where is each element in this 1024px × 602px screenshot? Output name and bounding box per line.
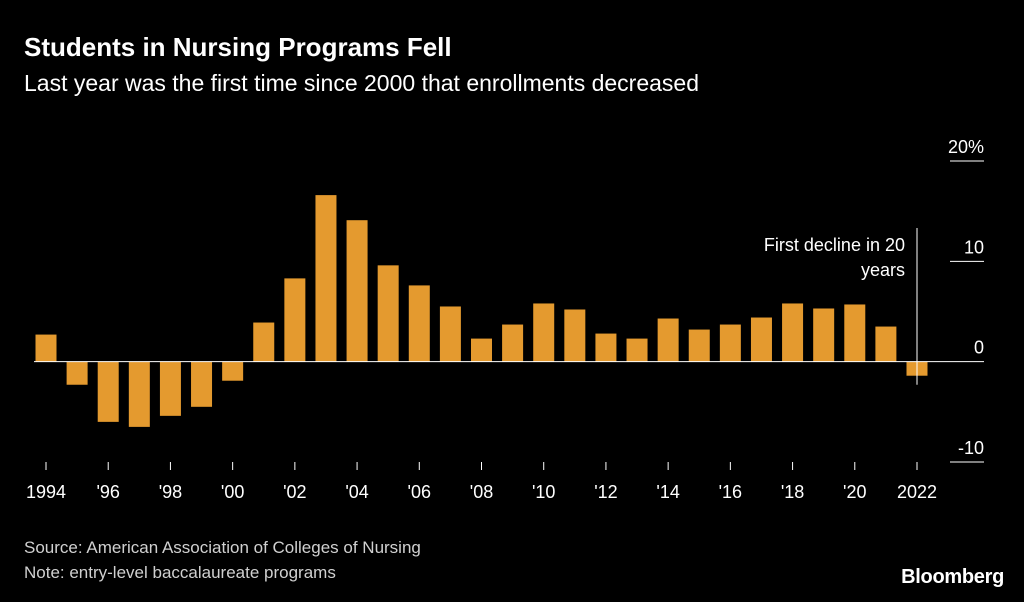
bar-2009 xyxy=(502,324,524,362)
y-tick-label: 0 xyxy=(974,338,984,358)
bar-2003 xyxy=(315,195,337,362)
bar-2006 xyxy=(408,285,430,362)
y-tick-label: 10 xyxy=(964,237,984,257)
y-tick-label: 20% xyxy=(948,137,984,157)
bar-1999 xyxy=(191,361,213,407)
bar-2010 xyxy=(533,303,555,362)
bar-1997 xyxy=(128,361,150,427)
annotation-text: First decline in 20 xyxy=(764,235,905,255)
x-tick-label: '20 xyxy=(843,482,866,502)
x-tick-label: '08 xyxy=(470,482,493,502)
bar-2019 xyxy=(813,308,835,362)
x-tick-label: '98 xyxy=(159,482,182,502)
bar-1995 xyxy=(66,361,88,385)
x-tick-label: '04 xyxy=(345,482,368,502)
x-tick-label: '06 xyxy=(408,482,431,502)
bar-2008 xyxy=(471,338,492,362)
bar-2016 xyxy=(719,324,741,362)
x-tick-label: '96 xyxy=(96,482,119,502)
x-tick-label: '00 xyxy=(221,482,244,502)
bar-1998 xyxy=(159,361,181,416)
bar-2002 xyxy=(284,278,306,362)
bar-2018 xyxy=(782,303,804,362)
x-tick-label: '12 xyxy=(594,482,617,502)
x-tick-label: '02 xyxy=(283,482,306,502)
bar-2005 xyxy=(377,265,399,362)
bar-2001 xyxy=(253,322,275,362)
x-tick-label: 1994 xyxy=(26,482,66,502)
bar-2014 xyxy=(657,318,679,362)
chart-subtitle: Last year was the first time since 2000 … xyxy=(24,70,700,96)
x-tick-label: '18 xyxy=(781,482,804,502)
y-tick-label: -10 xyxy=(958,438,984,458)
annotation-text: years xyxy=(861,260,905,280)
bar-2015 xyxy=(688,329,710,362)
bar-2007 xyxy=(439,306,461,362)
bar-2020 xyxy=(844,304,866,362)
bar-2000 xyxy=(222,361,244,381)
bar-2017 xyxy=(750,317,772,362)
bar-2004 xyxy=(346,220,368,362)
source-note: Source: American Association of Colleges… xyxy=(24,538,421,557)
bloomberg-logo: Bloomberg xyxy=(901,566,1004,588)
x-tick-label: 2022 xyxy=(897,482,937,502)
bar-2013 xyxy=(626,338,648,362)
bar-2011 xyxy=(564,309,586,362)
bar-1994 xyxy=(35,334,57,362)
bar-2012 xyxy=(595,333,617,362)
footnote: Note: entry-level baccalaureate programs xyxy=(24,563,336,582)
bar-1996 xyxy=(97,361,119,422)
chart-title: Students in Nursing Programs Fell xyxy=(24,32,452,62)
x-tick-label: '10 xyxy=(532,482,555,502)
x-tick-label: '16 xyxy=(719,482,742,502)
x-tick-label: '14 xyxy=(656,482,679,502)
bar-2021 xyxy=(875,326,897,362)
